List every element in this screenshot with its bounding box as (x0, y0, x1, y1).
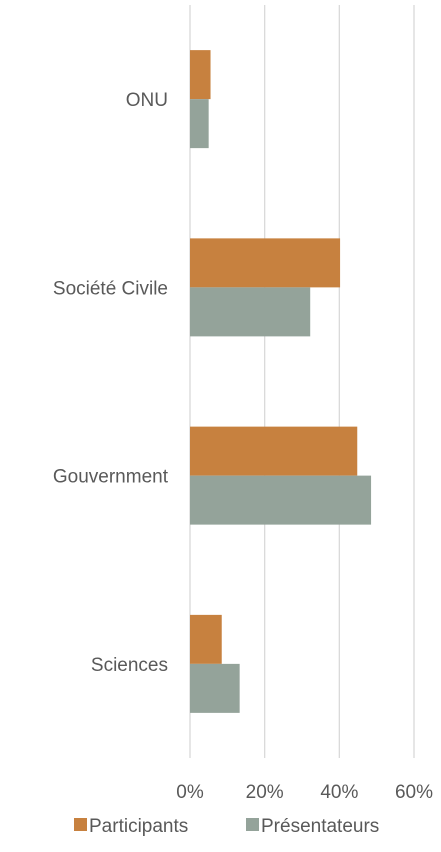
x-axis-tick-labels: 0% 20% 40% 60% (176, 782, 433, 803)
bar-gouvernment-participants (190, 426, 358, 476)
bar-sciences-presentateurs (190, 663, 240, 713)
bar-sciences-participants (190, 614, 222, 664)
legend-label-presentateurs: Présentateurs (261, 816, 379, 837)
bar-onu-participants (190, 50, 211, 100)
bar-societe-civile-participants (190, 238, 341, 288)
bar-gouvernment-presentateurs (190, 475, 372, 525)
bars (190, 50, 372, 713)
category-label-sciences: Sciences (91, 655, 168, 676)
bar-societe-civile-presentateurs (190, 287, 311, 337)
category-label-societe-civile: Société Civile (53, 278, 168, 299)
legend-label-participants: Participants (89, 816, 188, 837)
category-labels: ONU Société Civile Gouvernment Sciences (53, 90, 169, 676)
legend-swatch-participants (74, 818, 87, 831)
tick-label-2: 40% (320, 782, 358, 803)
category-label-onu: ONU (126, 90, 168, 111)
bar-onu-presentateurs (190, 99, 209, 149)
tick-label-1: 20% (246, 782, 284, 803)
legend: Participants Présentateurs (74, 816, 379, 837)
legend-swatch-presentateurs (246, 818, 259, 831)
gridlines (189, 5, 415, 758)
category-label-gouvernment: Gouvernment (53, 467, 169, 488)
tick-label-3: 60% (395, 782, 433, 803)
tick-label-0: 0% (176, 782, 204, 803)
